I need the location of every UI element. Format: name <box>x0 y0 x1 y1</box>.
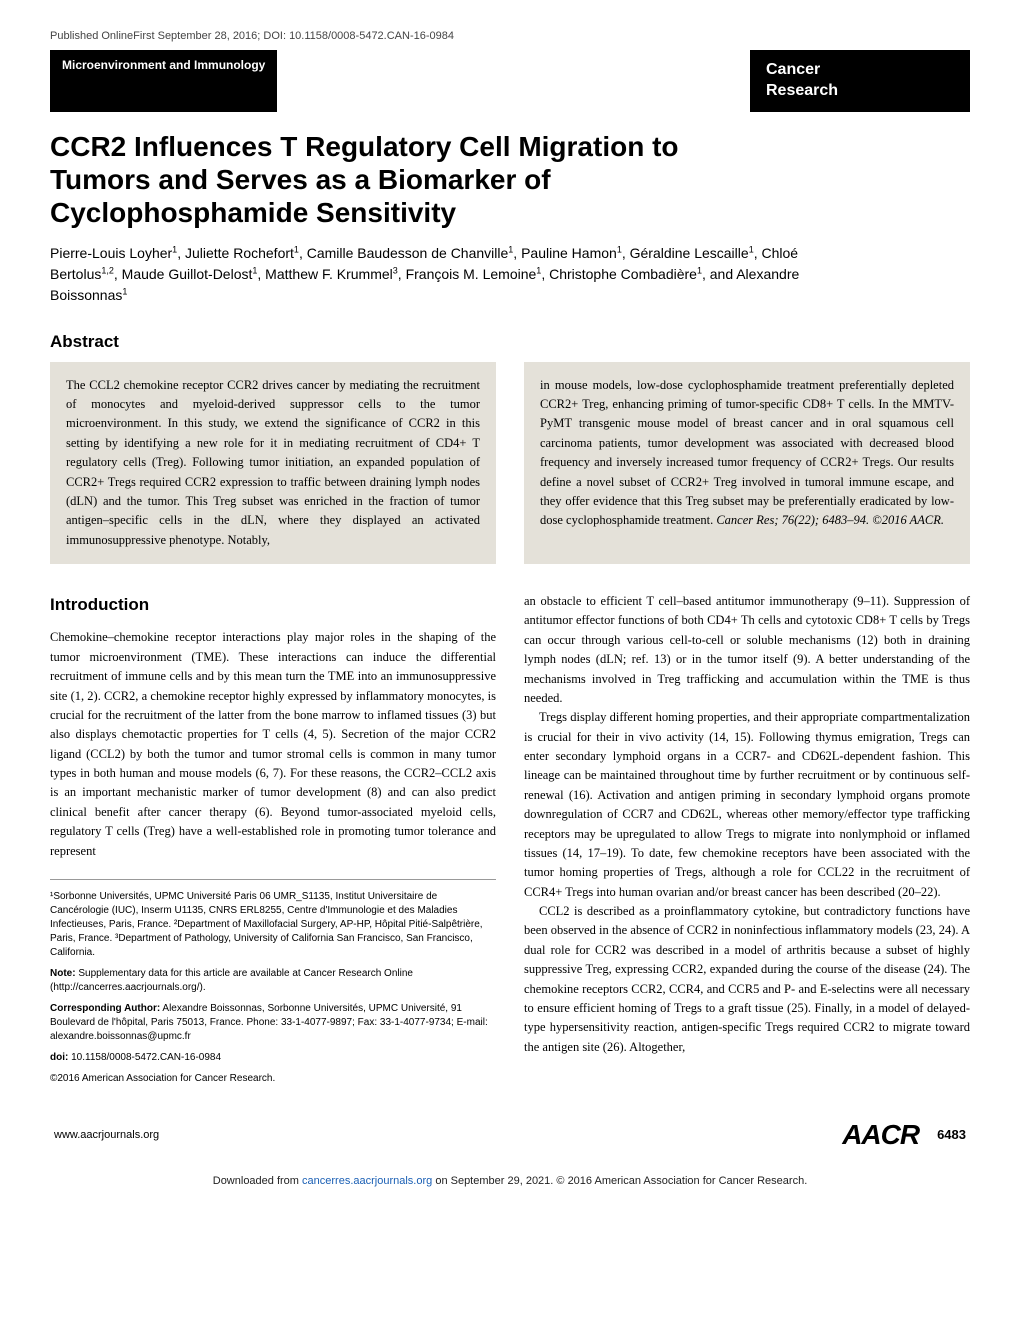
right-column: an obstacle to efficient T cell–based an… <box>524 592 970 1093</box>
aacr-logo: AACR <box>842 1119 919 1151</box>
download-link[interactable]: cancerres.aacrjournals.org <box>302 1175 432 1187</box>
publication-line: Published OnlineFirst September 28, 2016… <box>50 30 970 42</box>
intro-p4: CCL2 is described as a proinflammatory c… <box>524 902 970 1057</box>
page-footer: www.aacrjournals.org AACR 6483 <box>50 1119 970 1151</box>
intro-p1: Chemokine–chemokine receptor interaction… <box>50 628 496 861</box>
intro-p2: an obstacle to efficient T cell–based an… <box>524 592 970 708</box>
section-label: Microenvironment and Immunology <box>50 50 277 112</box>
intro-heading: Introduction <box>50 592 496 618</box>
download-suffix: on September 29, 2021. © 2016 American A… <box>432 1175 807 1187</box>
corresponding-author: Corresponding Author: Alexandre Boissonn… <box>50 1002 496 1044</box>
note-label: Note: <box>50 968 76 979</box>
supplementary-note: Note: Supplementary data for this articl… <box>50 967 496 995</box>
download-line: Downloaded from cancerres.aacrjournals.o… <box>50 1175 970 1187</box>
abstract-section: Abstract The CCL2 chemokine receptor CCR… <box>50 332 970 564</box>
journal-name: Cancer Research <box>750 50 970 112</box>
article-title: CCR2 Influences T Regulatory Cell Migrat… <box>50 130 770 229</box>
copyright-line: ©2016 American Association for Cancer Re… <box>50 1072 496 1086</box>
abstract-right-text: in mouse models, low-dose cyclophosphami… <box>540 378 954 528</box>
doi-line: doi: 10.1158/0008-5472.CAN-16-0984 <box>50 1051 496 1065</box>
abstract-heading: Abstract <box>50 332 970 352</box>
affiliations-text: ¹Sorbonne Universités, UPMC Université P… <box>50 890 496 960</box>
intro-p3: Tregs display different homing propertie… <box>524 708 970 902</box>
author-list: Pierre-Louis Loyher1, Juliette Rochefort… <box>50 243 810 306</box>
corr-label: Corresponding Author: <box>50 1003 160 1014</box>
left-column: Introduction Chemokine–chemokine recepto… <box>50 592 496 1093</box>
abstract-col-right: in mouse models, low-dose cyclophosphami… <box>524 362 970 564</box>
page: Published OnlineFirst September 28, 2016… <box>0 0 1020 1207</box>
affiliations-block: ¹Sorbonne Universités, UPMC Université P… <box>50 879 496 1086</box>
journal-line1: Cancer <box>766 60 954 81</box>
page-number: 6483 <box>937 1127 966 1142</box>
doi-label: doi: <box>50 1052 68 1063</box>
journal-line2: Research <box>766 81 954 102</box>
download-prefix: Downloaded from <box>213 1175 302 1187</box>
abstract-citation: Cancer Res; 76(22); 6483–94. ©2016 AACR. <box>716 513 944 527</box>
abstract-col-left: The CCL2 chemokine receptor CCR2 drives … <box>50 362 496 564</box>
top-banner: Microenvironment and Immunology Cancer R… <box>50 50 970 112</box>
note-text: Supplementary data for this article are … <box>50 968 413 993</box>
body-columns: Introduction Chemokine–chemokine recepto… <box>50 592 970 1093</box>
footer-url: www.aacrjournals.org <box>54 1129 159 1141</box>
doi-text: 10.1158/0008-5472.CAN-16-0984 <box>68 1052 221 1063</box>
